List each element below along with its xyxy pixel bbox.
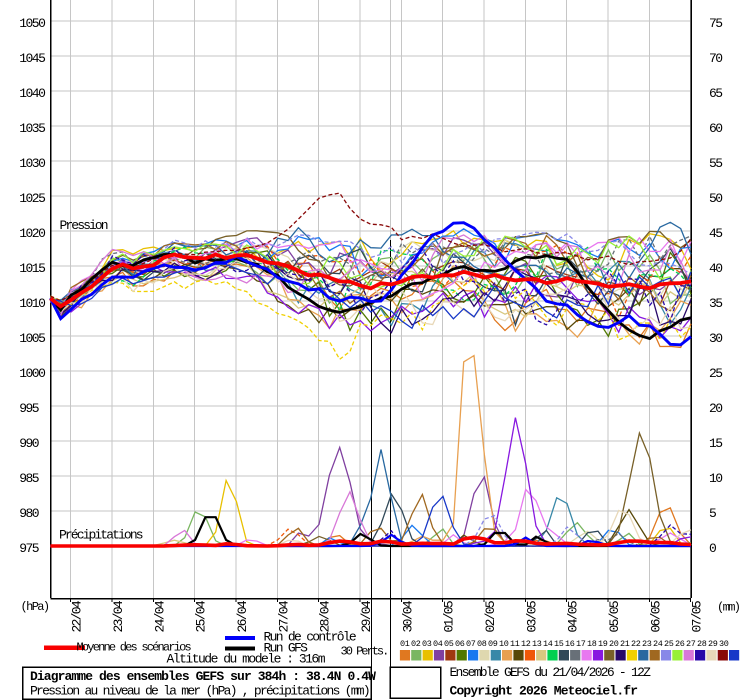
svg-text:06/05: 06/05 [648, 601, 663, 632]
svg-text:23/04: 23/04 [111, 600, 126, 632]
svg-text:22/04: 22/04 [70, 600, 85, 632]
svg-text:Pression: Pression [60, 218, 108, 233]
svg-text:19: 19 [598, 639, 608, 649]
svg-text:(mm): (mm) [717, 601, 740, 615]
svg-text:29/04: 29/04 [359, 600, 374, 632]
svg-text:23: 23 [642, 639, 652, 649]
svg-text:01/05: 01/05 [442, 601, 457, 632]
svg-text:Précipitations: Précipitations [59, 528, 143, 543]
svg-text:20: 20 [709, 401, 722, 416]
svg-text:1010: 1010 [19, 296, 45, 311]
svg-text:07: 07 [466, 639, 476, 649]
svg-text:1045: 1045 [19, 51, 45, 66]
svg-text:(hPa): (hPa) [21, 600, 49, 614]
svg-text:06: 06 [455, 639, 465, 649]
svg-text:985: 985 [19, 471, 39, 486]
svg-text:26/04: 26/04 [235, 600, 250, 632]
svg-text:24/04: 24/04 [152, 600, 167, 632]
svg-text:30/04: 30/04 [400, 600, 415, 632]
svg-text:04/05: 04/05 [566, 601, 581, 632]
svg-text:Run de contrôle: Run de contrôle [264, 630, 356, 645]
svg-text:60: 60 [709, 121, 722, 136]
svg-text:Ensemble GEFS du 21/04/2026 -: Ensemble GEFS du 21/04/2026 - 12Z [450, 665, 652, 680]
svg-text:70: 70 [709, 51, 722, 66]
svg-text:30: 30 [719, 639, 729, 649]
svg-text:29: 29 [708, 639, 718, 649]
svg-text:35: 35 [709, 296, 722, 311]
svg-text:08: 08 [477, 639, 487, 649]
svg-text:1020: 1020 [19, 226, 45, 241]
svg-text:990: 990 [19, 436, 39, 451]
svg-text:Altitude du modele : 316m: Altitude du modele : 316m [167, 652, 326, 667]
svg-text:1050: 1050 [19, 16, 45, 31]
svg-text:03: 03 [422, 639, 432, 649]
svg-text:12: 12 [521, 639, 531, 649]
svg-text:21: 21 [620, 639, 630, 649]
svg-text:03/05: 03/05 [524, 601, 539, 632]
svg-text:1035: 1035 [19, 121, 45, 136]
svg-text:0: 0 [709, 541, 716, 556]
svg-text:09: 09 [488, 639, 498, 649]
svg-text:1005: 1005 [19, 331, 45, 346]
svg-text:05/05: 05/05 [607, 601, 622, 632]
svg-text:Copyright 2026 Meteociel.fr: Copyright 2026 Meteociel.fr [450, 683, 638, 698]
svg-text:25: 25 [709, 366, 722, 381]
svg-text:40: 40 [709, 261, 722, 276]
svg-text:25/04: 25/04 [194, 600, 209, 632]
svg-text:65: 65 [709, 86, 722, 101]
svg-text:45: 45 [709, 226, 722, 241]
svg-text:26: 26 [675, 639, 685, 649]
svg-text:15: 15 [554, 639, 564, 649]
svg-text:28/04: 28/04 [318, 600, 333, 632]
svg-text:975: 975 [19, 541, 39, 556]
svg-text:1040: 1040 [19, 86, 45, 101]
svg-text:01: 01 [400, 639, 410, 649]
svg-text:10: 10 [499, 639, 509, 649]
svg-text:02/05: 02/05 [483, 601, 498, 632]
svg-text:1015: 1015 [19, 261, 45, 276]
svg-text:Pression au niveau de la mer (: Pression au niveau de la mer (hPa) , pré… [30, 683, 369, 698]
svg-text:28: 28 [697, 639, 707, 649]
svg-text:14: 14 [543, 639, 553, 649]
svg-text:Diagramme des ensembles GEFS s: Diagramme des ensembles GEFS sur 384h : … [30, 669, 376, 684]
svg-text:27/04: 27/04 [276, 600, 291, 632]
svg-text:50: 50 [709, 191, 722, 206]
svg-text:24: 24 [653, 639, 663, 649]
svg-text:25: 25 [664, 639, 674, 649]
svg-text:5: 5 [709, 506, 716, 521]
svg-text:16: 16 [565, 639, 575, 649]
svg-text:02: 02 [411, 639, 421, 649]
svg-text:55: 55 [709, 156, 722, 171]
svg-text:Moyenne des scénarios: Moyenne des scénarios [77, 641, 192, 655]
svg-text:27: 27 [686, 639, 696, 649]
svg-text:995: 995 [19, 401, 39, 416]
svg-text:22: 22 [631, 639, 641, 649]
svg-text:18: 18 [587, 639, 597, 649]
svg-text:15: 15 [709, 436, 722, 451]
svg-text:10: 10 [709, 471, 722, 486]
svg-text:17: 17 [576, 639, 586, 649]
svg-text:Run GFS: Run GFS [264, 641, 309, 656]
svg-text:1025: 1025 [19, 191, 45, 206]
svg-text:980: 980 [19, 506, 39, 521]
svg-text:1000: 1000 [19, 366, 45, 381]
svg-text:04: 04 [433, 639, 443, 649]
svg-text:07/05: 07/05 [690, 601, 705, 632]
svg-text:11: 11 [510, 639, 520, 649]
svg-text:05: 05 [444, 639, 454, 649]
svg-text:30 Perts.: 30 Perts. [341, 645, 388, 659]
svg-text:30: 30 [709, 331, 722, 346]
svg-text:13: 13 [532, 639, 542, 649]
svg-text:75: 75 [709, 16, 722, 31]
svg-text:1030: 1030 [19, 156, 45, 171]
svg-text:20: 20 [609, 639, 619, 649]
